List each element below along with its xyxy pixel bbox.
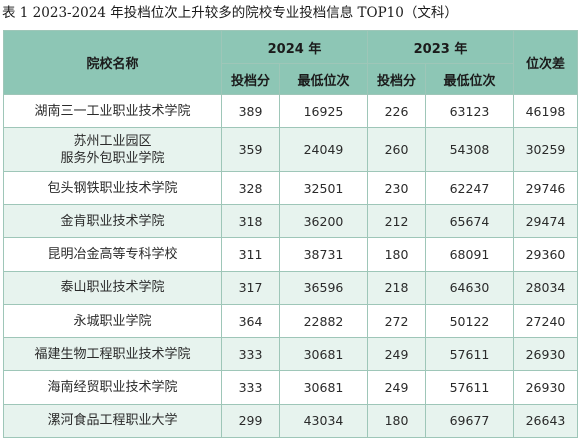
cell-school-name: 包头钢铁职业技术学院 (3, 170, 222, 206)
cell-score-2024: 317 (221, 270, 280, 305)
header-school-name: 院校名称 (3, 30, 222, 95)
cell-min-rank-2024: 30681 (279, 337, 368, 372)
cell-min-rank-2023: 64630 (425, 270, 514, 305)
cell-rank-diff: 29474 (513, 204, 578, 239)
cell-score-2023: 226 (367, 93, 426, 129)
header-score-2024: 投档分 (221, 63, 280, 95)
cell-school-name: 湖南三一工业职业技术学院 (3, 93, 222, 129)
cell-min-rank-2024: 36596 (279, 270, 368, 305)
cell-min-rank-2024: 36200 (279, 204, 368, 239)
table-row: 昆明冶金高等专科学校 311 38731 180 68091 29360 (3, 237, 578, 272)
table-row: 泰山职业技术学院 317 36596 218 64630 28034 (3, 270, 578, 305)
table-row: 永城职业学院 364 22882 272 50122 27240 (3, 303, 578, 339)
cell-rank-diff: 29360 (513, 237, 578, 272)
cell-rank-diff: 27240 (513, 303, 578, 339)
cell-rank-diff: 29746 (513, 170, 578, 206)
cell-min-rank-2024: 32501 (279, 170, 368, 206)
table-row: 苏州工业园区 服务外包职业学院 359 24049 260 54308 3025… (3, 127, 578, 172)
table-row: 包头钢铁职业技术学院 328 32501 230 62247 29746 (3, 170, 578, 206)
header-min-rank-2024: 最低位次 (279, 63, 368, 95)
header-year-2023: 2023 年 (367, 30, 514, 64)
school-name-line-2: 服务外包职业学院 (60, 150, 165, 166)
table-row: 福建生物工程职业技术学院 333 30681 249 57611 26930 (3, 337, 578, 372)
cell-score-2023: 272 (367, 303, 426, 339)
cell-min-rank-2024: 16925 (279, 93, 368, 129)
cell-score-2023: 249 (367, 337, 426, 372)
cell-school-name: 苏州工业园区 服务外包职业学院 (3, 127, 222, 172)
cell-score-2023: 218 (367, 270, 426, 305)
cell-min-rank-2024: 30681 (279, 370, 368, 405)
cell-score-2023: 212 (367, 204, 426, 239)
cell-min-rank-2023: 65674 (425, 204, 514, 239)
cell-score-2024: 333 (221, 370, 280, 405)
cell-score-2024: 359 (221, 127, 280, 172)
cell-min-rank-2023: 62247 (425, 170, 514, 206)
header-row-years: 院校名称 2024 年 2023 年 位次差 (3, 30, 578, 95)
header-rank-diff: 位次差 (513, 30, 578, 95)
table-row: 金肯职业技术学院 318 36200 212 65674 29474 (3, 204, 578, 239)
cell-rank-diff: 26930 (513, 370, 578, 405)
cell-min-rank-2023: 57611 (425, 370, 514, 405)
header-min-rank-2023: 最低位次 (425, 63, 514, 95)
table-caption: 表 1 2023-2024 年投档位次上升较多的院校专业投档信息 TOP10（文… (2, 5, 458, 21)
cell-score-2023: 260 (367, 127, 426, 172)
cell-score-2024: 299 (221, 403, 280, 439)
cell-school-name: 泰山职业技术学院 (3, 270, 222, 305)
header-year-2024: 2024 年 (221, 30, 368, 64)
cell-min-rank-2023: 68091 (425, 237, 514, 272)
cell-min-rank-2023: 57611 (425, 337, 514, 372)
cell-school-name: 海南经贸职业技术学院 (3, 370, 222, 405)
cell-min-rank-2024: 24049 (279, 127, 368, 172)
cell-rank-diff: 28034 (513, 270, 578, 305)
cell-rank-diff: 26930 (513, 337, 578, 372)
cell-score-2024: 389 (221, 93, 280, 129)
cell-score-2024: 328 (221, 170, 280, 206)
table-row: 漯河食品工程职业大学 299 43034 180 69677 26643 (3, 403, 578, 439)
table-row: 海南经贸职业技术学院 333 30681 249 57611 26930 (3, 370, 578, 405)
cell-rank-diff: 30259 (513, 127, 578, 172)
cell-score-2023: 249 (367, 370, 426, 405)
header-row-fields: 投档分 最低位次 投档分 最低位次 (4, 63, 578, 95)
cell-rank-diff: 46198 (513, 93, 578, 129)
table-row: 湖南三一工业职业技术学院 389 16925 226 63123 46198 (3, 93, 578, 129)
cell-min-rank-2023: 69677 (425, 403, 514, 439)
cell-score-2024: 311 (221, 237, 280, 272)
cell-school-name: 福建生物工程职业技术学院 (3, 337, 222, 372)
cell-score-2023: 180 (367, 403, 426, 439)
cell-min-rank-2024: 38731 (279, 237, 368, 272)
admission-rank-table: 院校名称 2024 年 2023 年 位次差 投档分 最低位次 投档分 最低位次… (3, 30, 578, 439)
cell-min-rank-2023: 54308 (425, 127, 514, 172)
cell-min-rank-2023: 50122 (425, 303, 514, 339)
header-score-2023: 投档分 (367, 63, 426, 95)
cell-school-name: 漯河食品工程职业大学 (3, 403, 222, 439)
cell-rank-diff: 26643 (513, 403, 578, 439)
cell-school-name: 永城职业学院 (3, 303, 222, 339)
cell-school-name: 昆明冶金高等专科学校 (3, 237, 222, 272)
cell-min-rank-2024: 22882 (279, 303, 368, 339)
cell-score-2023: 230 (367, 170, 426, 206)
school-name-line-1: 苏州工业园区 (73, 133, 152, 149)
cell-score-2024: 364 (221, 303, 280, 339)
cell-school-name: 金肯职业技术学院 (3, 204, 222, 239)
cell-score-2024: 333 (221, 337, 280, 372)
cell-score-2024: 318 (221, 204, 280, 239)
cell-min-rank-2023: 63123 (425, 93, 514, 129)
cell-score-2023: 180 (367, 237, 426, 272)
cell-min-rank-2024: 43034 (279, 403, 368, 439)
